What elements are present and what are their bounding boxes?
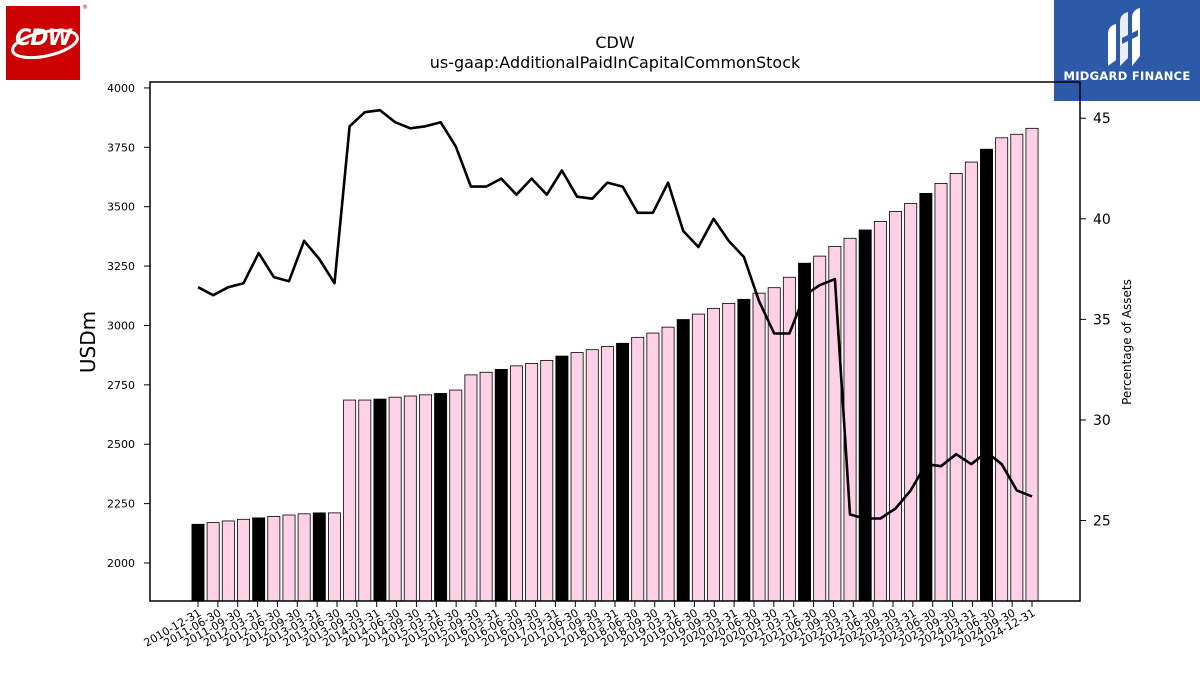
bar	[388, 396, 402, 602]
bar	[343, 399, 357, 602]
bar	[616, 342, 630, 602]
bar	[813, 255, 827, 602]
bar	[843, 237, 857, 602]
bar	[494, 369, 508, 602]
bar	[904, 202, 918, 602]
y-tick-label: 2500	[107, 438, 135, 451]
y-axis-ticks: 2000 2250 2500 2750 3000 3250 3500 3750 4000	[107, 82, 150, 570]
bar	[873, 221, 887, 602]
bar	[464, 374, 478, 602]
bar	[509, 365, 523, 602]
bar	[949, 173, 963, 602]
bar	[267, 516, 281, 602]
bar	[585, 349, 599, 602]
bar	[737, 298, 751, 602]
bar	[646, 332, 660, 602]
bar	[358, 399, 372, 602]
y-tick-label: 3500	[107, 201, 135, 214]
y-tick-label: 2000	[107, 557, 135, 570]
bar	[798, 262, 812, 602]
bar	[540, 359, 554, 602]
percentage-line	[197, 108, 1033, 520]
bar	[661, 326, 675, 602]
bar	[282, 514, 296, 602]
midgard-logo-text: MIDGARD FINANCE	[1063, 69, 1191, 83]
cdw-logo: CDW	[6, 6, 80, 80]
y2-axis-label: Percentage of Assets	[1120, 279, 1134, 405]
bar	[221, 520, 235, 602]
y2-tick-label: 40	[1093, 212, 1111, 228]
y2-tick-label: 45	[1093, 111, 1111, 127]
y2-tick-label: 30	[1093, 413, 1111, 429]
y2-tick-label: 25	[1093, 514, 1111, 530]
bar	[191, 523, 205, 602]
midgard-mark-icon	[1108, 8, 1140, 66]
bar	[964, 161, 978, 602]
y-tick-label: 3250	[107, 260, 135, 273]
bar	[828, 245, 842, 602]
y-tick-label: 2250	[107, 498, 135, 511]
bar	[1010, 133, 1024, 602]
bar	[995, 137, 1009, 602]
chart-title: CDW	[595, 33, 634, 52]
cdw-logo-text: CDW	[15, 26, 72, 51]
chart-subtitle: us-gaap:AdditionalPaidInCapitalCommonSto…	[430, 53, 801, 72]
y-axis-label: USDm	[76, 311, 100, 373]
bar	[752, 292, 766, 602]
bar	[555, 355, 569, 602]
bar	[479, 371, 493, 602]
bar	[676, 319, 690, 602]
bar	[858, 229, 872, 602]
bar	[525, 363, 539, 602]
bar	[312, 512, 326, 602]
cdw-logo-swoosh	[11, 28, 79, 60]
bar	[373, 398, 387, 602]
bar	[631, 336, 645, 602]
bar	[600, 346, 614, 602]
bar	[570, 352, 584, 602]
bar-series	[191, 127, 1039, 602]
bar	[722, 302, 736, 602]
bar	[691, 313, 705, 602]
bar	[434, 392, 448, 602]
bar	[418, 394, 432, 602]
x-axis-ticks: 2010-12-312011-06-302011-09-302012-03-31…	[142, 601, 1038, 650]
plot-frame	[149, 81, 1081, 602]
y2-tick-label: 35	[1093, 312, 1111, 328]
bar	[328, 512, 341, 602]
bar	[252, 517, 266, 602]
bar	[449, 389, 463, 602]
bar	[206, 522, 220, 602]
bar	[237, 518, 250, 602]
bar	[1025, 127, 1039, 602]
y-tick-label: 4000	[107, 82, 135, 95]
bar	[707, 307, 721, 602]
bar	[934, 183, 948, 602]
bar	[403, 395, 417, 602]
midgard-finance-logo: MIDGARD FINANCE	[1054, 0, 1200, 101]
registered-mark: ®	[82, 4, 88, 11]
y2-axis-ticks: 25 30 35 40 45	[1080, 111, 1111, 530]
y-tick-label: 3000	[107, 319, 135, 332]
y-tick-label: 3750	[107, 141, 135, 154]
y-tick-label: 2750	[107, 379, 135, 392]
bar	[297, 513, 311, 602]
bar	[889, 211, 902, 602]
bar	[980, 148, 993, 602]
bar	[919, 192, 933, 602]
